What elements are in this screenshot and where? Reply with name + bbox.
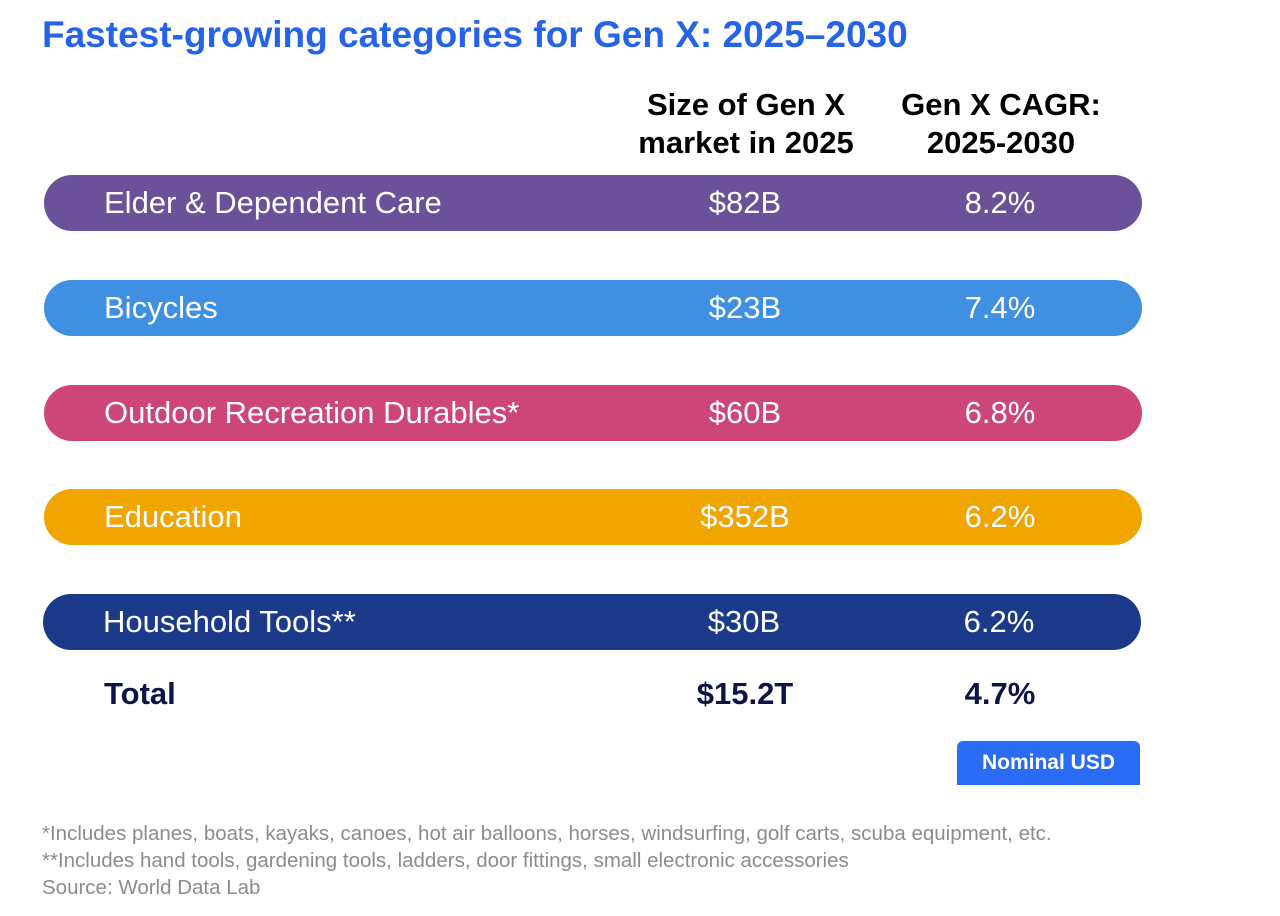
row-market-size: $30B: [707, 604, 781, 639]
column-header-cagr-line-1: Gen X CAGR:: [901, 87, 1101, 122]
total-row: Total $15.2T 4.7%: [44, 668, 1142, 720]
table-row: Household Tools** $30B 6.2%: [43, 594, 1141, 650]
column-header-cagr-line-2: 2025-2030: [926, 125, 1076, 160]
row-cagr: 6.2%: [963, 604, 1035, 639]
source-note: Source: World Data Lab: [42, 876, 261, 899]
total-label: Total: [104, 676, 176, 711]
row-category: Bicycles: [104, 290, 218, 325]
row-market-size: $60B: [708, 395, 782, 430]
row-category: Household Tools**: [103, 604, 356, 639]
table-row: Education $352B 6.2%: [44, 489, 1142, 545]
chart-title: Fastest-growing categories for Gen X: 20…: [42, 14, 908, 55]
column-header-size: Size of Gen X market in 2025: [616, 86, 876, 162]
column-header-size-line-1: Size of Gen X: [646, 87, 846, 122]
row-category: Elder & Dependent Care: [104, 185, 442, 220]
column-header-size-line-2: market in 2025: [638, 125, 854, 160]
row-market-size: $23B: [708, 290, 782, 325]
row-category: Education: [104, 499, 242, 534]
total-cagr: 4.7%: [964, 676, 1036, 711]
row-market-size: $352B: [700, 499, 790, 534]
currency-badge: Nominal USD: [957, 741, 1140, 785]
row-market-size: $82B: [708, 185, 782, 220]
total-market-size: $15.2T: [696, 676, 794, 711]
table-row: Bicycles $23B 7.4%: [44, 280, 1142, 336]
row-cagr: 6.2%: [964, 499, 1036, 534]
table-row: Outdoor Recreation Durables* $60B 6.8%: [44, 385, 1142, 441]
row-cagr: 6.8%: [964, 395, 1036, 430]
footnote-outdoor: *Includes planes, boats, kayaks, canoes,…: [42, 822, 1052, 845]
row-category: Outdoor Recreation Durables*: [104, 395, 520, 430]
column-header-cagr: Gen X CAGR: 2025-2030: [871, 86, 1131, 162]
footnotes: *Includes planes, boats, kayaks, canoes,…: [42, 820, 1052, 901]
footnote-tools: **Includes hand tools, gardening tools, …: [42, 849, 849, 872]
table-row: Elder & Dependent Care $82B 8.2%: [44, 175, 1142, 231]
row-cagr: 7.4%: [964, 290, 1036, 325]
row-cagr: 8.2%: [964, 185, 1036, 220]
